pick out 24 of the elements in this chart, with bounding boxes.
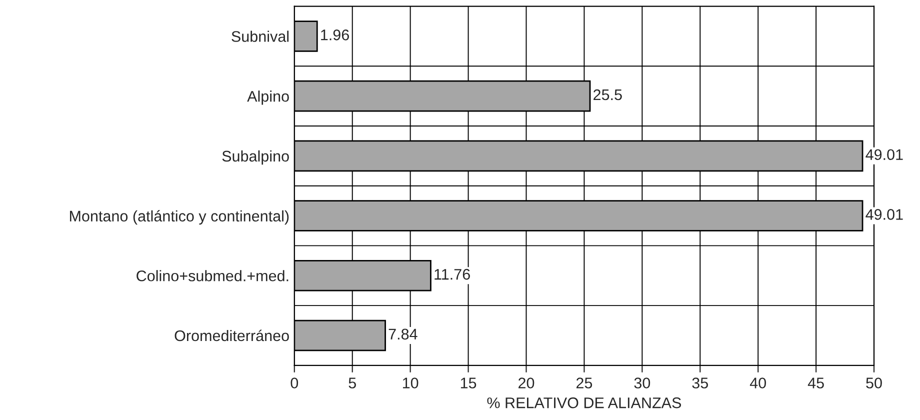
data-label: 49.01 <box>866 209 903 220</box>
y-tick-label: Subnival <box>232 30 289 42</box>
x-tick-label: 10 <box>402 378 418 388</box>
x-tick-label: 45 <box>808 378 824 388</box>
x-tick-label: 50 <box>866 378 882 388</box>
x-tick-label: 5 <box>348 378 356 388</box>
y-tick-label: Alpino <box>247 90 289 105</box>
data-label: 11.76 <box>434 268 470 280</box>
y-tick-label: Oromediterráneo <box>174 330 289 342</box>
x-axis-title: % RELATIVO DE ALIANZAS <box>487 397 681 408</box>
x-tick-label: 40 <box>750 378 766 388</box>
data-label: 25.5 <box>594 89 622 100</box>
data-label: 1.96 <box>321 30 349 40</box>
data-label: 7.84 <box>388 328 418 340</box>
y-tick-label: Colino+submed.+med. <box>136 270 288 282</box>
y-tick-label: Subalpino <box>222 150 289 165</box>
data-label: 49.01 <box>866 149 903 160</box>
x-tick-label: 20 <box>518 378 534 388</box>
x-tick-label: 25 <box>576 378 592 388</box>
x-tick-label: 30 <box>634 378 650 388</box>
x-tick-label: 15 <box>460 378 476 388</box>
x-tick-label: 0 <box>290 378 298 388</box>
x-tick-label: 35 <box>692 378 708 388</box>
y-tick-label: Montano (atlántico y continental) <box>70 210 289 225</box>
